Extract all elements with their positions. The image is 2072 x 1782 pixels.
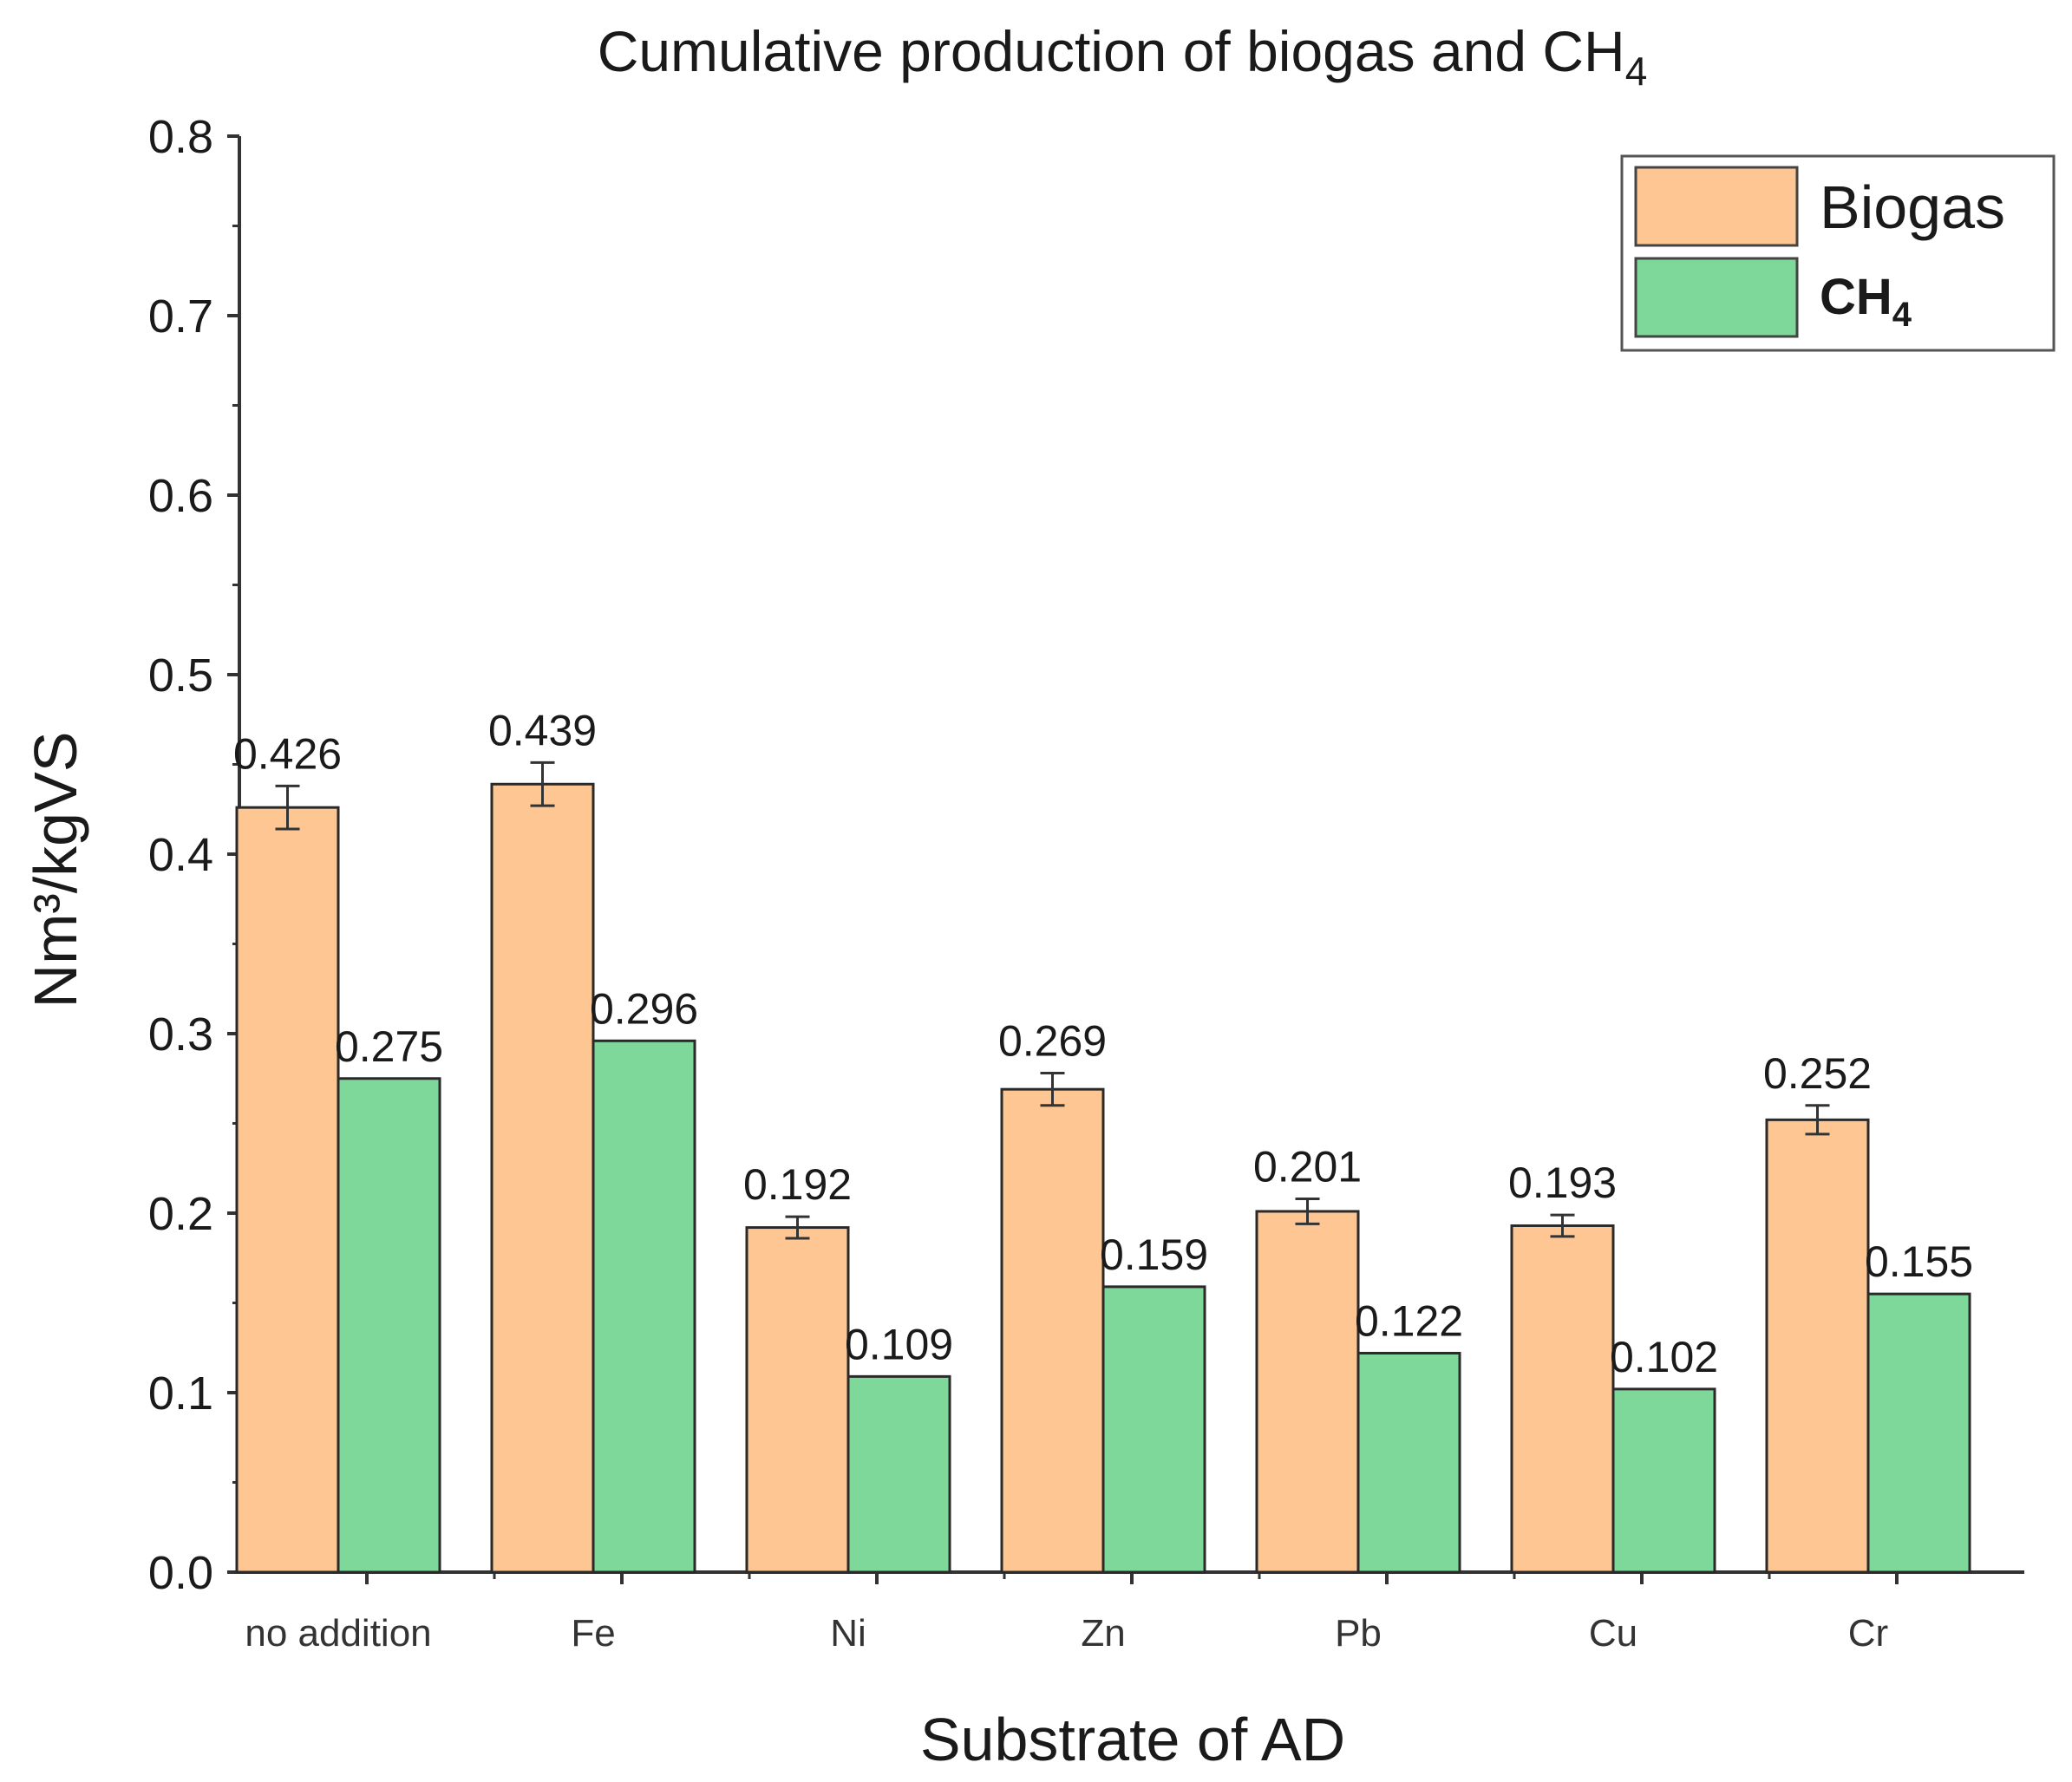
- y-tick-label: 0.5: [148, 649, 213, 702]
- bar-ch4: [592, 1039, 696, 1574]
- y-tick-label: 0.0: [148, 1547, 213, 1599]
- legend-swatch-biogas: [1634, 166, 1799, 247]
- data-label: 0.269: [998, 1017, 1107, 1066]
- data-label: 0.439: [488, 706, 597, 754]
- bar-ch4: [1866, 1292, 1971, 1574]
- x-tick-label: Zn: [1081, 1612, 1125, 1655]
- legend-swatch-ch4: [1634, 257, 1799, 338]
- bar-ch4: [1611, 1387, 1716, 1574]
- x-tick-label: Pb: [1335, 1612, 1382, 1655]
- bar-biogas: [1510, 1224, 1615, 1574]
- bar-ch4: [1356, 1351, 1461, 1574]
- y-tick-label: 0.1: [148, 1368, 213, 1420]
- x-axis-label: Substrate of AD: [920, 1706, 1345, 1773]
- y-tick-label: 0.8: [148, 111, 213, 163]
- bars: [235, 760, 1971, 1574]
- bar-ch4: [1101, 1285, 1206, 1574]
- data-label: 0.192: [743, 1160, 852, 1209]
- data-label: 0.296: [590, 984, 698, 1033]
- y-axis-label: Nm³/kgVS: [22, 732, 89, 1008]
- data-label: 0.109: [845, 1320, 953, 1368]
- legend-label-biogas: Biogas: [1820, 173, 2005, 241]
- bar-biogas: [1255, 1210, 1360, 1574]
- x-tick-label: Cr: [1848, 1612, 1888, 1655]
- data-label: 0.122: [1355, 1296, 1463, 1345]
- y-tick-label: 0.3: [148, 1008, 213, 1061]
- bar-ch4: [337, 1077, 441, 1574]
- data-labels: 0.426 0.439 0.192 0.269 0.201 0.193 0.252 0.275…: [233, 706, 1973, 1381]
- x-tick-label: Ni: [830, 1612, 866, 1655]
- y-tick-label: 0.7: [148, 290, 213, 343]
- data-label: 0.426: [233, 729, 342, 778]
- data-label: 0.275: [335, 1022, 443, 1071]
- y-tick-label: 0.4: [148, 829, 213, 881]
- x-tick-label: Fe: [571, 1612, 615, 1655]
- chart-title: Cumulative production of biogas and CH4: [598, 19, 1648, 94]
- bar-ch4: [846, 1374, 951, 1574]
- data-label: 0.252: [1763, 1049, 1872, 1098]
- y-tick-label: 0.2: [148, 1188, 213, 1240]
- x-tick-label: Cu: [1589, 1612, 1637, 1655]
- bar-biogas: [235, 806, 340, 1574]
- bar-biogas: [745, 1226, 850, 1574]
- data-label: 0.193: [1508, 1159, 1617, 1207]
- data-label: 0.201: [1253, 1142, 1362, 1191]
- x-tick-label: no addition: [245, 1612, 431, 1655]
- bar-biogas: [1765, 1118, 1870, 1574]
- bar-biogas: [1000, 1087, 1105, 1574]
- bar-biogas: [490, 782, 595, 1574]
- legend: Biogas CH4: [1620, 154, 2056, 352]
- data-label: 0.159: [1100, 1230, 1208, 1279]
- data-label: 0.102: [1610, 1333, 1718, 1381]
- legend-label-ch4: CH4: [1820, 269, 1912, 334]
- y-tick-label: 0.6: [148, 470, 213, 522]
- data-label: 0.155: [1865, 1237, 1973, 1286]
